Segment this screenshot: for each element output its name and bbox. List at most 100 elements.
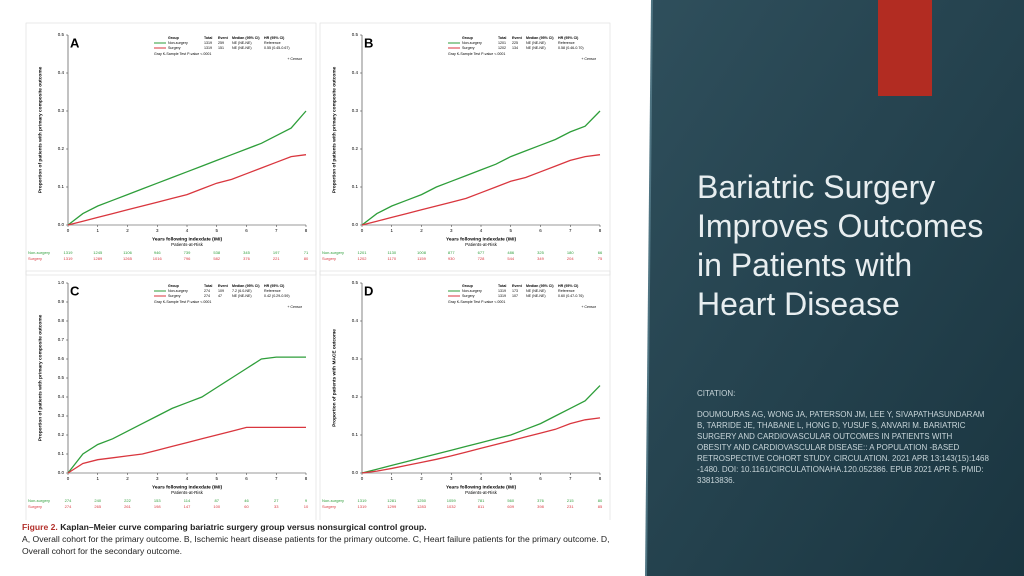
legend-cell: 274 (204, 289, 210, 293)
risk-count: 349 (537, 256, 544, 261)
risk-count: 1170 (387, 256, 396, 261)
legend-header: Total (204, 284, 212, 288)
panel-letter: C (70, 283, 80, 298)
risk-count: 1201 (358, 250, 368, 255)
risk-count: 265 (94, 504, 101, 509)
legend-cell: Surgery (168, 294, 181, 298)
y-axis-title: Proportion of patients with primary comp… (37, 66, 43, 193)
risk-count: 877 (448, 250, 455, 255)
x-tick-label: 2 (126, 476, 129, 481)
risk-count: 582 (213, 256, 220, 261)
legend-header: Event (218, 36, 229, 40)
km-curve (361, 154, 601, 226)
legend-cell: 1319 (498, 289, 506, 293)
legend-censor: + Censor (287, 305, 302, 309)
legend-cell: 0.42 (0.29-0.59) (264, 294, 290, 298)
x-tick-label: 4 (480, 476, 483, 481)
legend-cell: 1319 (204, 46, 212, 50)
legend-censor: + Censor (287, 57, 302, 61)
y-tick-label: 0.5 (352, 280, 359, 285)
risk-count: 796 (184, 256, 191, 261)
km-curve (67, 154, 307, 226)
risk-count: 71 (304, 250, 309, 255)
legend-test: Gray K-Sample Test P-value <.0001 (154, 300, 211, 304)
risk-count: 1250 (417, 498, 427, 503)
legend-cell: Reference (264, 289, 281, 293)
risk-count: 376 (537, 498, 544, 503)
y-axis-title: Proportion of patients with MACE outcome (331, 329, 337, 427)
km-curve (361, 110, 601, 226)
legend-cell: 47 (218, 294, 222, 298)
x-tick-label: 0 (361, 476, 364, 481)
risk-count: 274 (65, 504, 72, 509)
x-tick-label: 0 (67, 476, 70, 481)
y-tick-label: 0.2 (352, 146, 359, 151)
risk-count: 677 (478, 250, 485, 255)
legend-header: Total (498, 36, 506, 40)
legend-censor: + Censor (581, 305, 596, 309)
km-curve (67, 110, 307, 226)
x-tick-label: 1 (390, 476, 393, 481)
legend-header: Median (95% CI) (232, 36, 260, 40)
y-tick-label: 0.1 (58, 184, 65, 189)
risk-row-label: Non-surgery (28, 498, 50, 503)
y-tick-label: 0.3 (352, 356, 359, 361)
risk-count: 85 (598, 504, 603, 509)
x-tick-label: 3 (156, 476, 159, 481)
x-tick-label: 2 (126, 228, 129, 233)
y-tick-label: 0.5 (58, 375, 65, 380)
risk-count: 609 (507, 504, 514, 509)
legend-cell: 107 (512, 294, 518, 298)
caption-text: A, Overall cohort for the primary outcom… (22, 534, 610, 556)
risk-count: 560 (507, 498, 514, 503)
legend-cell: 274 (204, 294, 210, 298)
legend-cell: 259 (218, 41, 224, 45)
y-tick-label: 0.1 (352, 432, 359, 437)
x-axis-title: Years following indexdate (IMI) (446, 484, 517, 490)
risk-count: 728 (478, 256, 485, 261)
risk-count: 46 (244, 498, 249, 503)
risk-count: 1016 (153, 256, 163, 261)
legend-cell: Surgery (168, 46, 181, 50)
legend-header: Event (218, 284, 229, 288)
risk-count: 87 (215, 498, 220, 503)
x-axis-title: Years following indexdate (IMI) (152, 236, 223, 242)
legend-cell: Reference (264, 41, 281, 45)
risk-count: 1059 (447, 498, 457, 503)
risk-count: 274 (65, 498, 72, 503)
risk-count: 1130 (387, 250, 396, 255)
panel-frame (319, 22, 611, 276)
legend-cell: 7.2 (6.0-NE) (232, 289, 252, 293)
citation: DOUMOURAS AG, WONG JA, PATERSON JM, LEE … (697, 410, 989, 485)
risk-count: 10 (304, 504, 309, 509)
risk-count: 811 (478, 504, 485, 509)
risk-row-label: Surgery (322, 256, 336, 261)
x-tick-label: 5 (215, 476, 218, 481)
legend-header: Total (204, 36, 212, 40)
risk-count: 781 (478, 498, 485, 503)
legend-cell: NE (NE-NE) (526, 294, 546, 298)
legend-cell: 0.55 (0.45-0.67) (264, 46, 290, 50)
y-tick-label: 0.0 (58, 470, 65, 475)
risk-count: 1299 (387, 504, 397, 509)
legend-header: HR (95% CI) (264, 36, 285, 40)
risk-count: 1265 (123, 256, 133, 261)
legend-cell: 1319 (204, 41, 212, 45)
risk-count: 544 (507, 256, 514, 261)
risk-count: 1281 (387, 498, 397, 503)
legend-cell: 134 (512, 46, 518, 50)
legend-header: Group (168, 284, 180, 288)
panel-frame (319, 270, 611, 520)
legend-header: Median (95% CI) (526, 36, 554, 40)
x-tick-label: 2 (420, 228, 423, 233)
risk-count: 325 (537, 250, 544, 255)
legend-cell: Non-surgery (168, 41, 188, 45)
y-tick-label: 0.9 (58, 299, 65, 304)
legend-cell: 109 (218, 289, 224, 293)
risk-count: 231 (567, 504, 574, 509)
risk-count: 739 (184, 250, 191, 255)
x-tick-label: 6 (245, 228, 248, 233)
y-axis-title: Proportion of patients with primary comp… (37, 314, 43, 441)
risk-count: 204 (567, 256, 574, 261)
